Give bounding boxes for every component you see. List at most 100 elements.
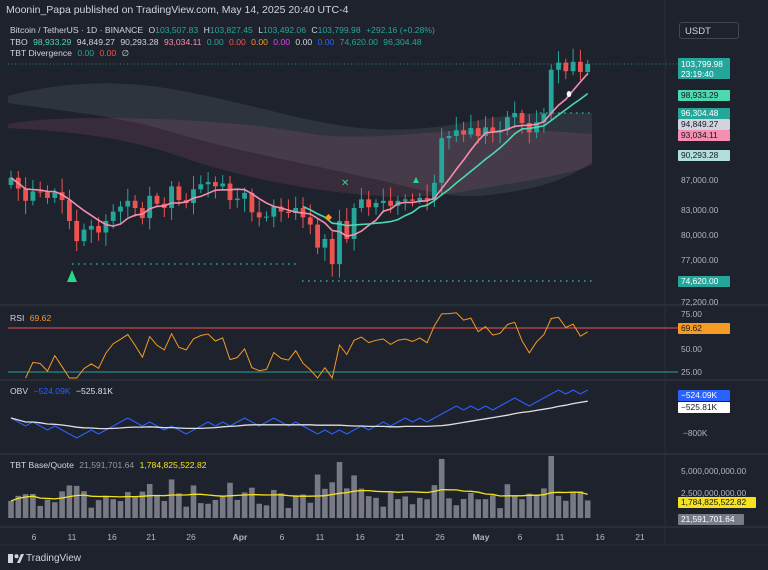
candle-body (344, 220, 350, 239)
tbo-value-1: 98,933.29 (33, 37, 72, 47)
volume-bar (511, 495, 518, 518)
obv-label: OBV (10, 386, 29, 396)
tradingview-logo-icon (8, 554, 24, 563)
tbo-value-8: 0.00 (273, 37, 291, 47)
volume-bar (424, 499, 430, 518)
candle-body (315, 224, 320, 248)
volume-bar (460, 498, 467, 518)
x-tick: 21 (635, 532, 645, 542)
volume-bar (438, 458, 445, 518)
ohlc-close: C103,799.98 (311, 25, 361, 35)
divergence-extra: ∅ (121, 48, 130, 58)
x-tick: 21 (395, 532, 405, 542)
volume-bar (110, 499, 116, 518)
volume-bar (482, 499, 489, 518)
volume-bar (198, 503, 204, 518)
tbo-1-price-box: 98,933.29 (678, 90, 730, 101)
volume-bar (365, 496, 372, 518)
change-value: +292.16 (+0.28%) (366, 25, 435, 35)
volume-bar (555, 495, 562, 518)
x-tick: 16 (595, 532, 605, 542)
obv-ma-line (10, 400, 588, 430)
obv-ma-price-box: −525.81K (678, 402, 730, 413)
volume-bar (387, 492, 394, 518)
candle-body (140, 208, 145, 219)
volume-tick: 5,000,000,000.00 (681, 466, 747, 476)
volume-bar (395, 499, 401, 518)
volume-bar (205, 503, 211, 518)
x-tick: 16 (107, 532, 117, 542)
last-price-value: 103,799.98 (681, 59, 723, 69)
tbo-fast-price-box: 96,304.48 (678, 108, 730, 119)
volume-bar (66, 485, 73, 518)
volume-tick: 2,500,000,000.00 (681, 488, 747, 498)
volume-bar (300, 494, 306, 518)
currency-selector[interactable]: USDT (679, 22, 739, 39)
candle-body (307, 217, 313, 225)
candle-body (264, 216, 269, 218)
candle-body (103, 220, 109, 233)
candle-body (278, 206, 284, 212)
volume-bar (168, 479, 175, 518)
candle-body (67, 200, 72, 221)
diamond-marker (324, 213, 333, 222)
volume-bar (256, 503, 262, 518)
candle-body (432, 182, 437, 201)
obv-value: −524.09K (33, 386, 71, 396)
tbo-value-5: 0.00 (206, 37, 224, 47)
candle-body (380, 200, 386, 203)
candle-body (417, 197, 423, 201)
cloud-band-inner (8, 118, 592, 197)
obv-tick: −800K (683, 428, 708, 438)
volume-bar (526, 493, 533, 518)
volume-bar (322, 488, 328, 518)
candle-body (373, 202, 379, 208)
candle-body (96, 226, 101, 233)
tradingview-brand: TradingView (26, 553, 81, 564)
cross-marker: ✕ (341, 178, 349, 189)
candle-body (556, 62, 561, 70)
symbol-title: Bitcoin / TetherUS · 1D · BINANCE (10, 25, 144, 35)
candle-body (169, 186, 174, 208)
volume-bar (88, 507, 95, 518)
volume-bar (190, 485, 197, 518)
volume-ma-line (10, 488, 588, 502)
volume-bar (44, 499, 51, 518)
volume-bar (584, 500, 591, 518)
volume-bar (292, 495, 299, 518)
x-tick: 26 (186, 532, 196, 542)
tbo-value-2: 94,849.27 (76, 37, 115, 47)
brand-text: TradingView (26, 553, 82, 564)
countdown-value: 23:19:40 (681, 69, 714, 79)
candle-body (23, 188, 28, 201)
candle-body (475, 128, 481, 136)
candle-body (402, 199, 408, 201)
candle-body (59, 192, 65, 201)
obv-legend: OBV −524.09K −525.81K (10, 386, 116, 396)
candle-body (541, 113, 547, 123)
candle-body (286, 211, 291, 214)
candle-body (329, 238, 335, 265)
candle-body (81, 229, 87, 242)
volume-bar (183, 506, 189, 518)
volume-bar (81, 491, 87, 518)
volume-bar (139, 491, 146, 518)
volume-bar (30, 493, 36, 518)
volume-bar (95, 500, 102, 518)
tbo-value-11: 74,620.00 (339, 37, 378, 47)
volume-bar (563, 500, 569, 518)
x-tick: May (472, 532, 490, 542)
vol-ma-price-box: 1,784,825,522.82 (678, 497, 756, 508)
obv-ma-value: −525.81K (75, 386, 114, 396)
volume-bar (278, 493, 284, 518)
tbo-label: TBO (10, 37, 28, 47)
tbo-value-12: 96,304.48 (383, 37, 422, 47)
volume-value: 21,591,701.64 (79, 460, 135, 470)
cloud-band-outer (8, 83, 592, 197)
volume-bar (154, 495, 160, 518)
volume-bar (176, 493, 182, 518)
candle-body (468, 128, 474, 135)
volume-bar (417, 497, 423, 518)
volume-bar (468, 492, 474, 518)
